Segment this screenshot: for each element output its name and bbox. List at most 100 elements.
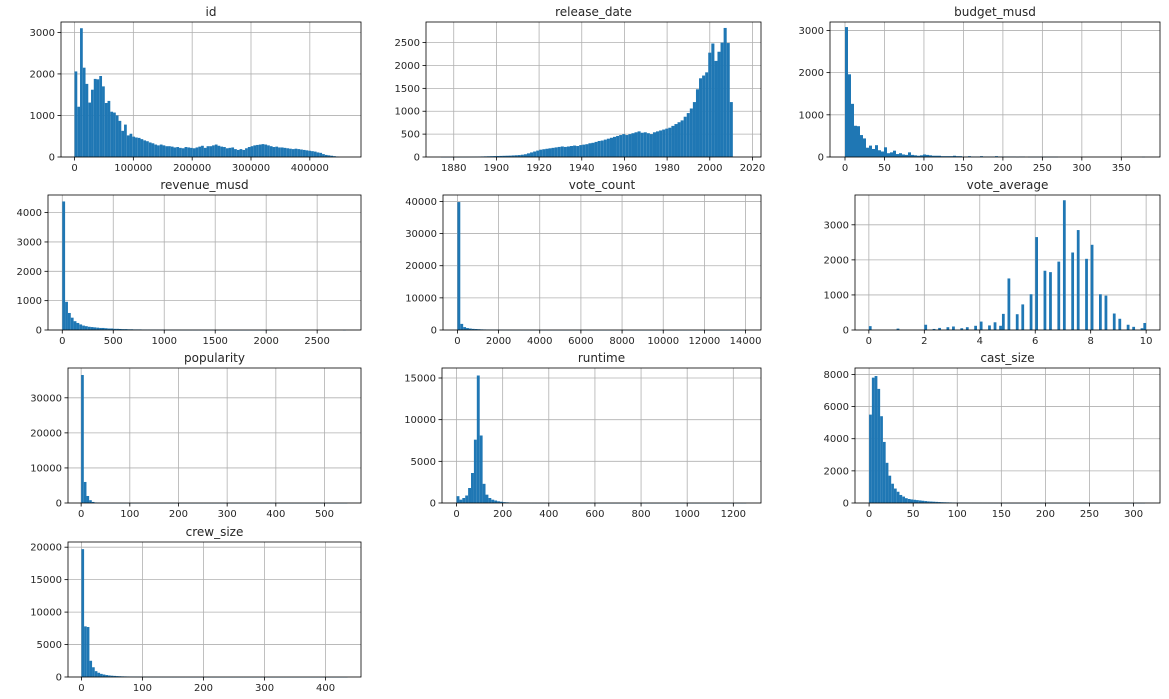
histogram-bar (935, 501, 939, 504)
histogram-bar (84, 326, 88, 330)
histogram-bar (286, 148, 290, 157)
histogram-bar (102, 674, 106, 677)
y-tick-label: 0 (56, 673, 62, 684)
x-tick-label: 300 (218, 509, 237, 520)
histogram-bar (659, 130, 663, 157)
histogram-bar (913, 499, 917, 503)
histogram-bar (907, 498, 911, 503)
histogram-bar (1076, 230, 1080, 330)
histogram-bar (74, 71, 78, 157)
x-tick-label: 0 (78, 683, 84, 694)
x-tick-label: 100 (914, 163, 933, 174)
histogram-bar (863, 138, 866, 157)
histogram-bar (1049, 272, 1052, 330)
histogram-bar (457, 202, 461, 330)
y-tick-label: 3000 (824, 220, 849, 231)
x-tick-label: 8000 (609, 336, 634, 347)
subplot-runtime: runtime 0 200 400 600 800 1000 1200 0 5000 10000 15… (404, 351, 762, 520)
histogram-bar (953, 155, 956, 157)
histogram-bar (96, 327, 100, 330)
histogram-bar (90, 327, 94, 330)
histogram-bar (82, 325, 85, 330)
y-tick-label: 1000 (395, 107, 420, 118)
histogram-bar (699, 78, 703, 157)
histogram-bar (665, 128, 669, 157)
x-tick-label: 1920 (526, 163, 551, 174)
histogram-bar (554, 147, 558, 157)
x-tick-label: 8 (1087, 336, 1093, 347)
histogram-bar (938, 502, 941, 503)
histogram-bar (902, 154, 905, 157)
histogram-bar (463, 327, 467, 330)
histogram-bar (947, 156, 950, 157)
histogram-bar (893, 488, 897, 503)
x-tick-label: 6000 (568, 336, 593, 347)
x-tick-label: 1500 (202, 336, 227, 347)
histogram-bar (920, 155, 923, 157)
histogram-bar (603, 139, 607, 157)
x-tick-label: 1940 (569, 163, 594, 174)
histogram-bar (1071, 252, 1075, 330)
histogram-bar (643, 132, 647, 157)
histogram-bar (926, 154, 929, 157)
x-tick-label: 6 (1032, 336, 1038, 347)
histogram-bar (932, 501, 936, 503)
histogram-bar (110, 675, 114, 677)
histogram-bar (231, 147, 235, 157)
histogram-bar (81, 549, 85, 677)
histogram-bar (502, 155, 506, 157)
histogram-bar (674, 124, 678, 157)
histogram-bar (465, 495, 469, 503)
histogram-bar (656, 131, 660, 157)
histogram-bar (854, 125, 857, 157)
y-tick-label: 1000 (824, 290, 849, 301)
histogram-bar (677, 122, 681, 157)
histogram-bar (214, 144, 218, 157)
histogram-bar (860, 135, 863, 157)
histogram-bar (563, 146, 567, 157)
histogram-bar (322, 154, 325, 157)
histogram-bar (569, 146, 574, 157)
histogram-bar (551, 147, 555, 157)
histogram-bar (91, 501, 95, 503)
histogram-bar (884, 147, 887, 157)
subplot-title: crew_size (186, 525, 244, 539)
histogram-bar (253, 145, 257, 157)
x-tick-label: 4000 (527, 336, 552, 347)
histogram-bar (890, 152, 893, 157)
histogram-bar (170, 146, 174, 157)
histogram-bar (460, 323, 464, 330)
subplot-title: runtime (578, 351, 625, 365)
histogram-bar (1043, 270, 1047, 330)
histogram-bar (137, 137, 141, 157)
x-tick-label: 200 (169, 509, 188, 520)
histogram-bar (979, 321, 983, 330)
histogram-bar (616, 135, 620, 157)
histogram-bar (1140, 328, 1144, 330)
histogram-bar (902, 496, 905, 503)
x-tick-label: 400 (316, 683, 335, 694)
histogram-bar (536, 150, 540, 157)
x-tick-label: 14000 (730, 336, 762, 347)
histogram-bar (511, 155, 515, 157)
histogram-bar (181, 148, 185, 157)
histogram-bar (924, 324, 928, 330)
histogram-bar (662, 129, 666, 157)
subplot-title: budget_musd (954, 5, 1036, 19)
histogram-bar (980, 156, 983, 157)
histogram-bar (683, 116, 687, 157)
x-tick-label: 250 (1033, 163, 1052, 174)
histogram-bar (468, 328, 472, 330)
histogram-bar (628, 134, 632, 157)
histogram-bar (496, 155, 500, 157)
histogram-bar (927, 501, 930, 503)
histogram-bar (488, 498, 492, 503)
histogram-bar (1015, 314, 1019, 330)
histogram-bar (533, 151, 537, 157)
histogram-bar (968, 156, 971, 157)
histogram-bar (330, 155, 334, 157)
histogram-bar (649, 134, 653, 157)
y-tick-label: 8000 (824, 370, 849, 381)
histogram-bar (100, 673, 103, 677)
histogram-bar (294, 148, 298, 157)
